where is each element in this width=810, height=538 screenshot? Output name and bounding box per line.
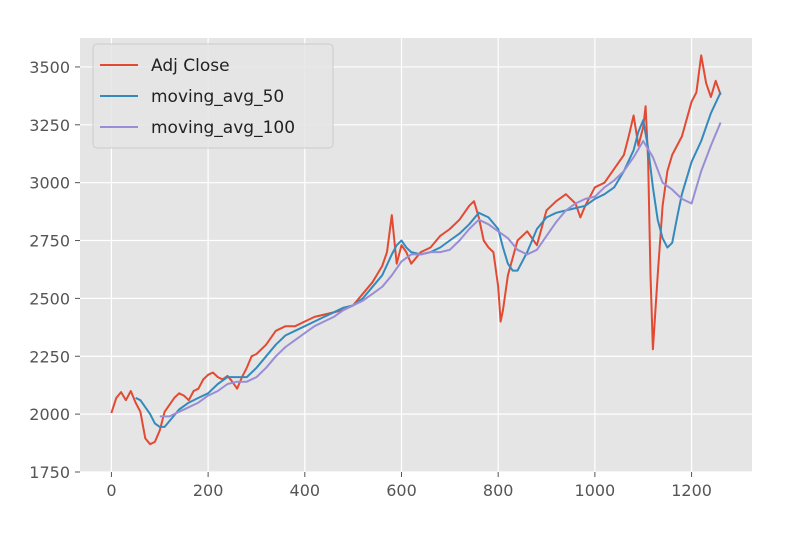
legend-label: moving_avg_50 [151,87,284,107]
legend: Adj Close moving_avg_50 moving_avg_100 [92,43,334,149]
x-tick-label: 1000 [575,481,616,500]
series-line-adj-close [110,54,722,446]
x-tick-label: 800 [483,481,514,500]
legend-label: moving_avg_100 [151,118,295,138]
y-tick-label: 2500 [29,289,70,308]
y-tick-label: 3500 [29,58,70,77]
legend-label: Adj Close [151,56,230,76]
y-tick-label: 2000 [29,405,70,424]
x-tick-label: 0 [106,481,116,500]
y-tick-label: 2250 [29,347,70,366]
x-tick-label: 200 [193,481,224,500]
y-tick-label: 3000 [29,174,70,193]
y-tick-label: 3250 [29,116,70,135]
x-tick-label: 600 [386,481,417,500]
series-line-moving-avg-100 [159,122,722,418]
axes: 0 200 400 600 800 1000 1200 1750 2000 2250 2500 275… [29,58,712,500]
x-tick-label: 400 [290,481,321,500]
legend-box [92,43,334,149]
x-tick-label: 1200 [671,481,712,500]
series-line-moving-avg-50 [135,91,722,428]
series-layer [110,54,722,446]
y-tick-label: 2750 [29,232,70,251]
y-tick-label: 1750 [29,463,70,482]
